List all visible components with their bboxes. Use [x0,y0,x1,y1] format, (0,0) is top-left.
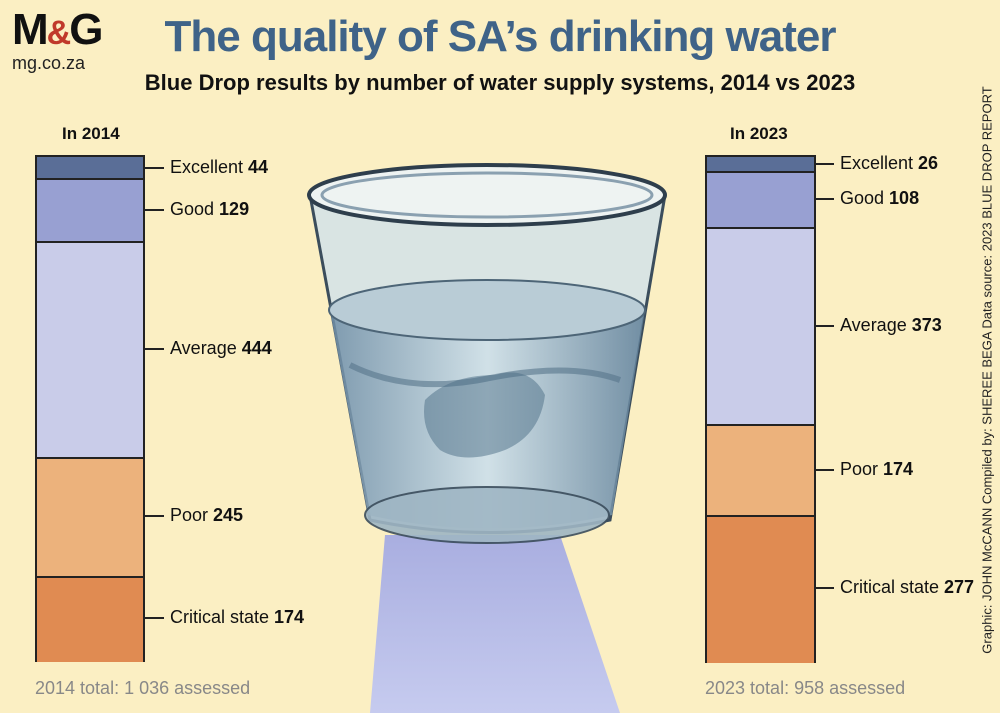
segment-label-poor-2023: Poor 174 [840,459,913,480]
segment-label-poor-2014: Poor 245 [170,505,243,526]
water-surface [328,279,646,341]
stacked-bar-2023 [705,155,816,663]
callout-tick-good-2023 [816,198,834,201]
segment-category-excellent-2014: Excellent [170,156,249,177]
bar-segment-average-2023 [707,227,814,426]
year-label-2014: In 2014 [62,124,120,143]
callout-tick-excellent-2014 [145,166,164,169]
segment-value-average-2014: 444 [241,337,272,358]
callout-tick-average-2023 [816,324,834,327]
bar-segment-excellent-2014 [37,157,143,179]
bar-segment-good-2023 [707,170,814,230]
segment-label-critical-state-2023: Critical state 277 [840,577,974,598]
stacked-bar-2014 [35,155,145,662]
bar-segment-critical-state-2023 [707,515,814,663]
segment-value-poor-2014: 245 [213,505,244,526]
segment-label-critical-state-2014: Critical state 174 [170,607,304,628]
segment-value-good-2023: 108 [889,188,920,209]
glass-rim [307,163,667,227]
callout-tick-critical-state-2014 [145,616,164,619]
callout-tick-poor-2023 [816,468,834,471]
glass-shadow [370,535,620,713]
segment-value-excellent-2023: 26 [918,152,939,173]
logo-url: mg.co.za [12,53,86,73]
segment-category-critical-state-2014: Critical state [170,606,275,627]
segment-label-excellent-2023: Excellent 26 [840,153,938,174]
bar-segment-excellent-2023 [707,157,814,171]
segment-value-good-2014: 129 [219,198,250,219]
mg-logo[interactable]: M&G mg.co.za [12,5,103,74]
total-label-2023: 2023 total: 958 assessed [705,678,906,698]
segment-label-good-2023: Good 108 [840,188,919,209]
callout-tick-excellent-2023 [816,162,834,165]
bar-segment-good-2014 [37,178,143,243]
segment-category-poor-2014: Poor [170,505,214,526]
segment-category-average-2014: Average [170,337,242,358]
segment-value-average-2023: 373 [911,314,942,335]
logo-mark: M&G [12,5,103,54]
segment-category-critical-state-2023: Critical state [840,577,945,598]
bar-segment-poor-2014 [37,456,143,578]
total-label-2014: 2014 total: 1 036 assessed [35,678,251,698]
segment-value-critical-state-2014: 174 [274,606,305,627]
callout-tick-poor-2014 [145,515,164,518]
bar-segment-poor-2023 [707,423,814,518]
segment-label-excellent-2014: Excellent 44 [170,157,268,178]
segment-category-good-2023: Good [840,188,890,209]
callout-tick-critical-state-2023 [816,587,834,590]
water-glass-illustration [307,163,667,713]
segment-value-critical-state-2023: 277 [944,577,975,598]
segment-category-good-2014: Good [170,198,220,219]
segment-value-excellent-2014: 44 [248,156,269,177]
callout-tick-good-2014 [145,208,164,211]
segment-category-excellent-2023: Excellent [840,152,919,173]
south-africa-shape [424,372,545,458]
segment-category-average-2023: Average [840,314,912,335]
segment-category-poor-2023: Poor [840,458,884,479]
bar-segment-critical-state-2014 [37,575,143,662]
segment-label-average-2014: Average 444 [170,338,272,359]
segment-label-average-2023: Average 373 [840,315,942,336]
credit-line: Graphic: JOHN McCANN Compiled by: SHEREE… [979,86,995,654]
segment-label-good-2014: Good 129 [170,199,249,220]
segment-value-poor-2023: 174 [883,458,914,479]
bar-segment-average-2014 [37,240,143,459]
callout-tick-average-2014 [145,347,164,350]
page-title: The quality of SA’s drinking water [164,12,837,61]
page-subtitle: Blue Drop results by number of water sup… [144,70,856,95]
year-label-2023: In 2023 [730,124,788,143]
